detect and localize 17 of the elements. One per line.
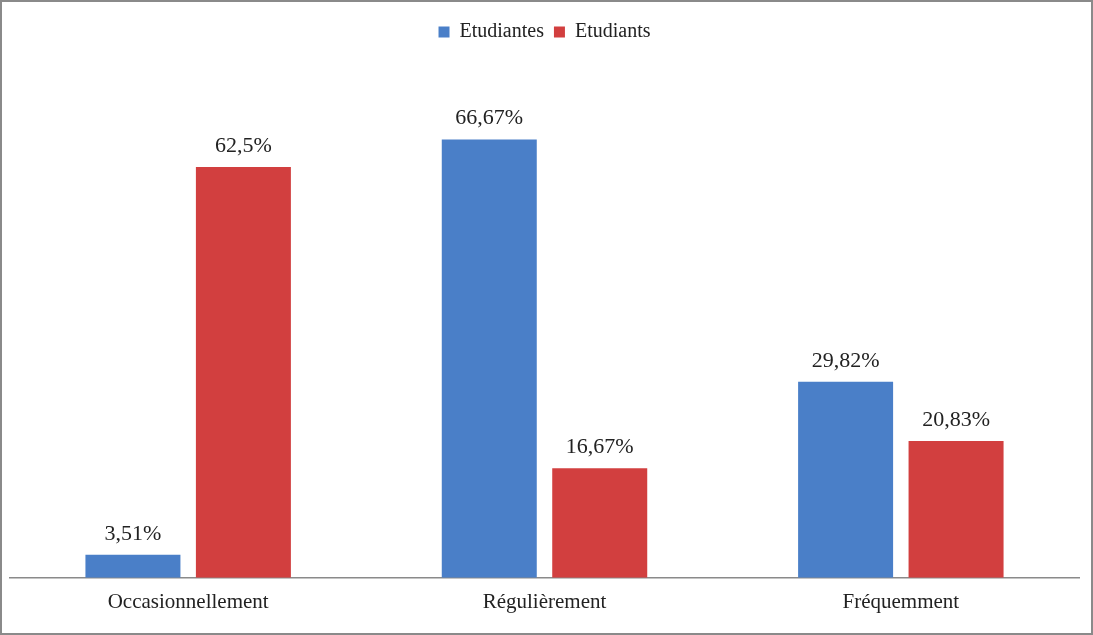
data-label: 66,67% (455, 104, 524, 130)
legend-label: Etudiants (574, 19, 651, 42)
data-label: 20,83% (922, 405, 990, 431)
bar (798, 381, 894, 578)
data-label: 62,5% (214, 131, 272, 157)
bar (441, 139, 537, 578)
bar (552, 468, 648, 578)
bar (908, 440, 1004, 578)
data-label: 29,82% (811, 346, 880, 372)
bar (195, 167, 291, 578)
x-tick-label: Régulièrement (482, 588, 607, 613)
legend-label: Etudiantes (459, 19, 545, 42)
data-label: 16,67% (565, 433, 634, 459)
data-label: 3,51% (104, 519, 162, 545)
bar (85, 554, 181, 578)
x-tick-label: Fréquemment (842, 588, 960, 613)
x-tick-label: Occasionnellement (107, 588, 269, 613)
